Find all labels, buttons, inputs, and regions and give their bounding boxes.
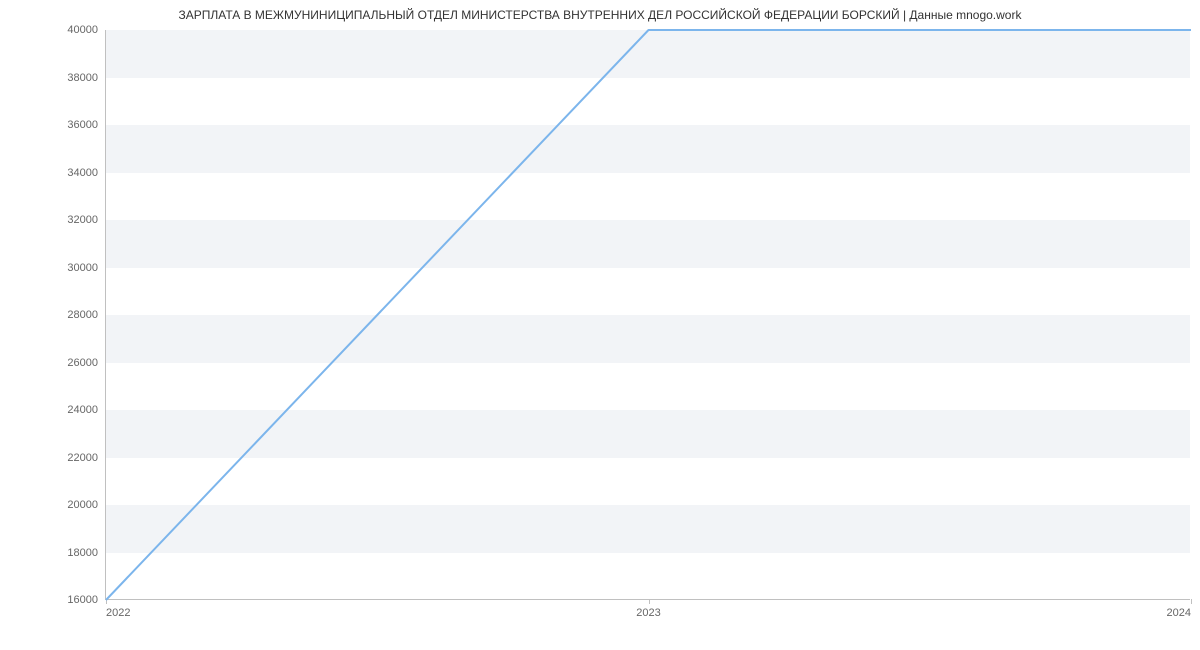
y-tick-label: 30000 — [67, 262, 98, 274]
y-tick-label: 32000 — [67, 214, 98, 226]
y-tick-label: 16000 — [67, 594, 98, 606]
x-tick-label: 2022 — [106, 607, 130, 619]
plot-area: 1600018000200002200024000260002800030000… — [105, 30, 1190, 600]
x-tick-label: 2024 — [1167, 607, 1191, 619]
y-tick-label: 34000 — [67, 167, 98, 179]
y-tick-label: 40000 — [67, 24, 98, 36]
y-tick-label: 24000 — [67, 404, 98, 416]
y-tick-label: 28000 — [67, 309, 98, 321]
series-line-salary — [106, 30, 1191, 600]
y-tick-label: 18000 — [67, 547, 98, 559]
x-tick — [1191, 599, 1192, 604]
y-tick-label: 20000 — [67, 499, 98, 511]
chart-title: ЗАРПЛАТА В МЕЖМУНИНИЦИПАЛЬНЫЙ ОТДЕЛ МИНИ… — [0, 8, 1200, 22]
y-tick-label: 38000 — [67, 72, 98, 84]
line-series-svg — [106, 30, 1191, 600]
y-tick-label: 36000 — [67, 119, 98, 131]
x-tick-label: 2023 — [636, 607, 660, 619]
y-tick-label: 22000 — [67, 452, 98, 464]
y-tick-label: 26000 — [67, 357, 98, 369]
